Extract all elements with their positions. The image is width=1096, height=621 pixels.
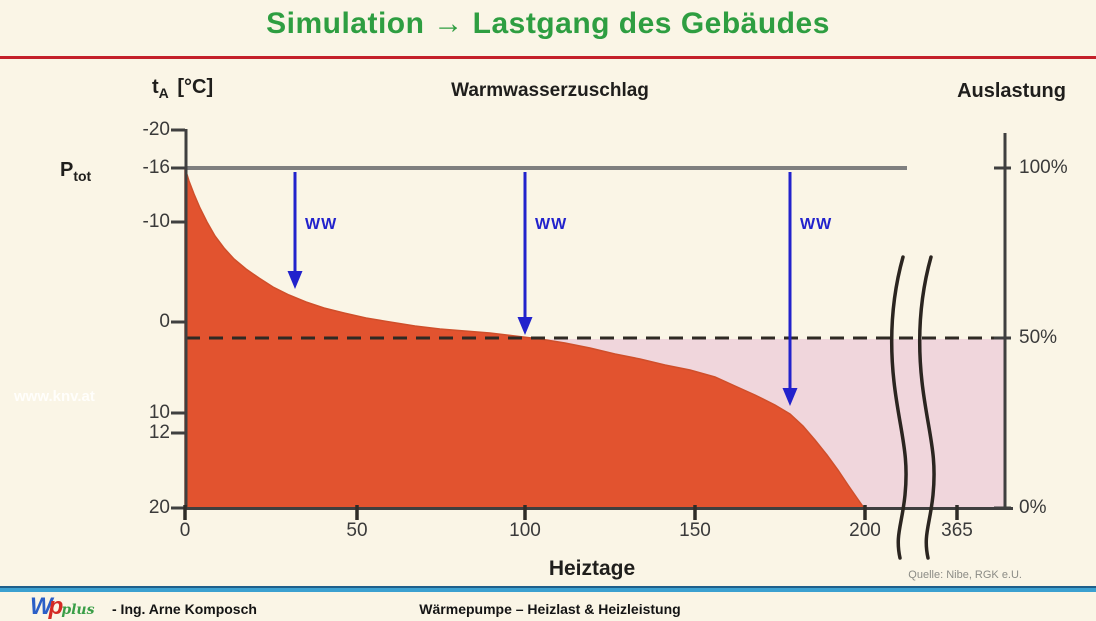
left-axis-title: tA [°C] — [152, 76, 213, 101]
ta-base: t — [152, 76, 159, 98]
x-tick-label-150: 150 — [679, 520, 711, 541]
logo-letter-p: p — [48, 593, 64, 620]
y-tick-label-12: 12 — [148, 422, 170, 443]
y-tick-label-0: 0 — [159, 311, 170, 332]
ta-unit: [°C] — [177, 76, 214, 98]
right-axis-ticks — [994, 166, 1011, 510]
left-axis-ticks — [171, 128, 185, 510]
axis-break-squiggles — [889, 255, 936, 560]
x-tick-label-50: 50 — [346, 520, 368, 541]
ptot-sub: tot — [73, 168, 92, 184]
ta-sub: A — [158, 85, 169, 101]
x-axis-ticks — [183, 505, 959, 520]
ww-label-1: WW — [305, 216, 338, 233]
y-tick-label-10: 10 — [148, 402, 170, 423]
ptot-base: P — [60, 159, 74, 181]
y-tick-label--16: -16 — [142, 157, 170, 178]
right-tick-label-100pct: 100% — [1019, 157, 1068, 178]
watermark: www.knv.at — [14, 388, 95, 405]
right-axis-title: Auslastung — [957, 80, 1066, 102]
y-tick-label--20: -20 — [142, 119, 170, 140]
right-tick-label-0pct: 0% — [1019, 497, 1047, 518]
source-note: Quelle: Nibe, RGK e.U. — [908, 569, 1022, 581]
chart-title: Warmwasserzuschlag — [451, 80, 649, 101]
x-tick-label-100: 100 — [509, 520, 541, 541]
ptot-label: Ptot — [60, 159, 91, 184]
x-tick-label-0: 0 — [179, 520, 191, 541]
ww-arrow-2 — [517, 172, 533, 335]
x-tick-label-365: 365 — [941, 520, 973, 541]
title-divider-line — [0, 56, 1096, 59]
footer-divider-blue — [0, 588, 1096, 592]
orange-load-area — [184, 167, 866, 509]
logo-plus-script: plus — [61, 602, 95, 618]
y-tick-label-20: 20 — [148, 497, 170, 518]
ww-arrow-1 — [287, 172, 303, 289]
wp-plus-logo: Wpplus — [30, 595, 95, 621]
logo-letter-w: W — [30, 593, 53, 620]
footer-author: - Ing. Arne Komposch — [112, 601, 257, 617]
y-tick-label--10: -10 — [142, 211, 170, 232]
ww-arrow-3 — [782, 172, 798, 406]
footer-topic: Wärmepumpe – Heizlast & Heizleistung — [419, 601, 681, 617]
ww-label-2: WW — [535, 216, 568, 233]
right-tick-label-50pct: 50% — [1019, 327, 1058, 348]
ww-label-3: WW — [800, 216, 833, 233]
x-axis-title: Heiztage — [548, 557, 636, 580]
x-tick-label-200: 200 — [849, 520, 881, 541]
footer-divider-dark — [0, 586, 1096, 588]
slide-title: Simulation → Lastgang des Gebäudes — [266, 7, 830, 40]
